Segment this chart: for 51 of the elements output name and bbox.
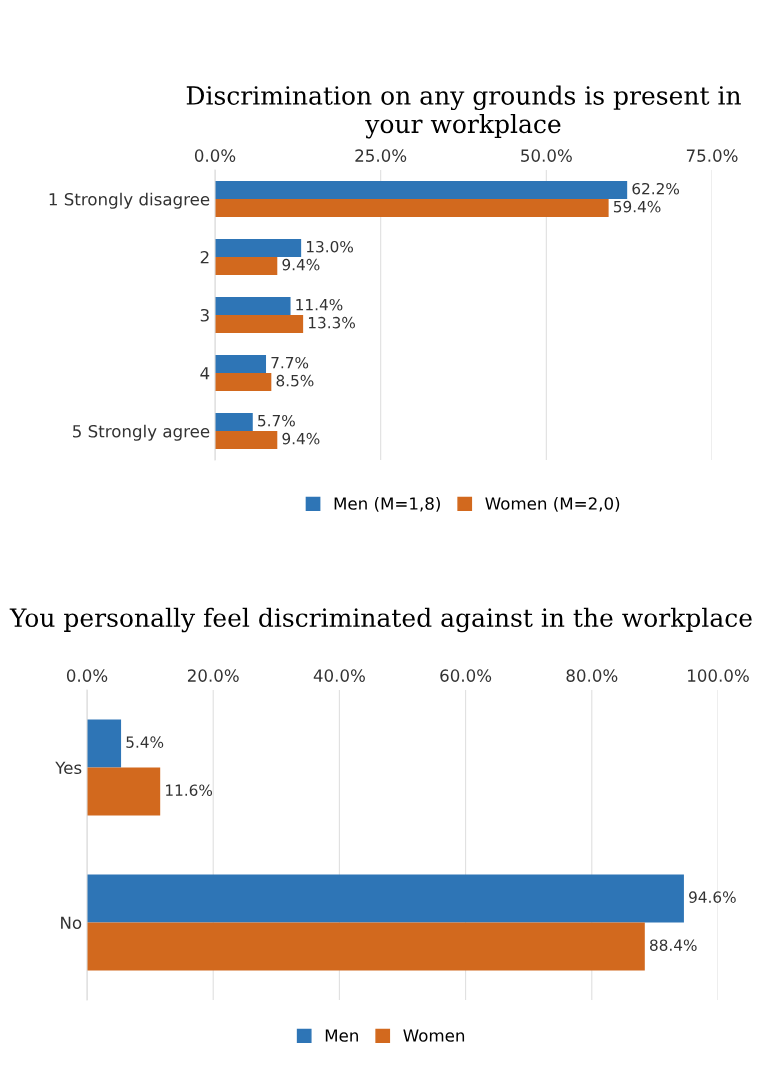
bar	[87, 922, 645, 971]
data-label: 62.2%	[632, 182, 680, 195]
data-label: 59.4%	[613, 200, 661, 213]
bar	[215, 431, 278, 449]
x-tick-label: 25.0%	[355, 149, 407, 162]
chart-title: You personally feel discriminated against in the workplace	[9, 607, 752, 633]
data-label: 9.4%	[282, 258, 320, 271]
bar	[215, 297, 291, 315]
data-label: 11.4%	[296, 298, 343, 311]
bar	[87, 874, 684, 923]
y-tick-label: Yes	[55, 761, 82, 775]
y-tick-label: 2	[200, 250, 209, 264]
legend-label: Women	[403, 1029, 465, 1042]
x-tick-label: 100.0%	[688, 669, 749, 682]
y-tick-label: 5 Strongly agree	[73, 424, 210, 441]
data-label: 94.6%	[689, 891, 736, 903]
bar	[87, 767, 161, 816]
x-tick-label: 40.0%	[313, 669, 365, 682]
chart-title: Discrimination on any grounds is present in your workplace	[186, 85, 741, 139]
x-tick-label: 75.0%	[686, 149, 738, 162]
data-label: 11.6%	[166, 784, 213, 796]
data-label: 7.7%	[271, 356, 309, 369]
data-label: 9.4%	[282, 432, 320, 445]
x-tick-label: 80.0%	[566, 669, 618, 682]
bar	[215, 315, 304, 333]
legend-label: Men (M=1,8)	[334, 496, 440, 512]
y-tick-label: No	[61, 916, 82, 930]
data-label: 13.3%	[308, 316, 355, 329]
legend-label: Women (M=2,0)	[485, 496, 620, 512]
x-tick-label: 0.0%	[66, 669, 108, 682]
bar	[215, 355, 267, 373]
x-tick-label: 0.0%	[194, 149, 236, 162]
legend-label: Men	[325, 1029, 358, 1042]
y-tick-label: 4	[200, 367, 210, 380]
bar	[215, 239, 302, 257]
x-tick-label: 50.0%	[521, 149, 572, 162]
bar	[87, 719, 122, 768]
bar	[215, 199, 609, 217]
data-label: 5.4%	[126, 736, 164, 748]
bar	[215, 413, 253, 431]
y-tick-label: 1 Strongly disagree	[49, 192, 210, 209]
y-tick-label: 3	[200, 308, 209, 322]
data-label: 8.5%	[276, 374, 314, 387]
bar	[215, 181, 628, 199]
data-label: 5.7%	[258, 414, 295, 427]
x-tick-label: 60.0%	[440, 669, 492, 682]
bar	[215, 373, 272, 391]
data-label: 13.0%	[306, 240, 353, 253]
data-label: 88.4%	[650, 939, 697, 951]
bar	[215, 257, 278, 275]
x-tick-label: 20.0%	[187, 669, 239, 682]
